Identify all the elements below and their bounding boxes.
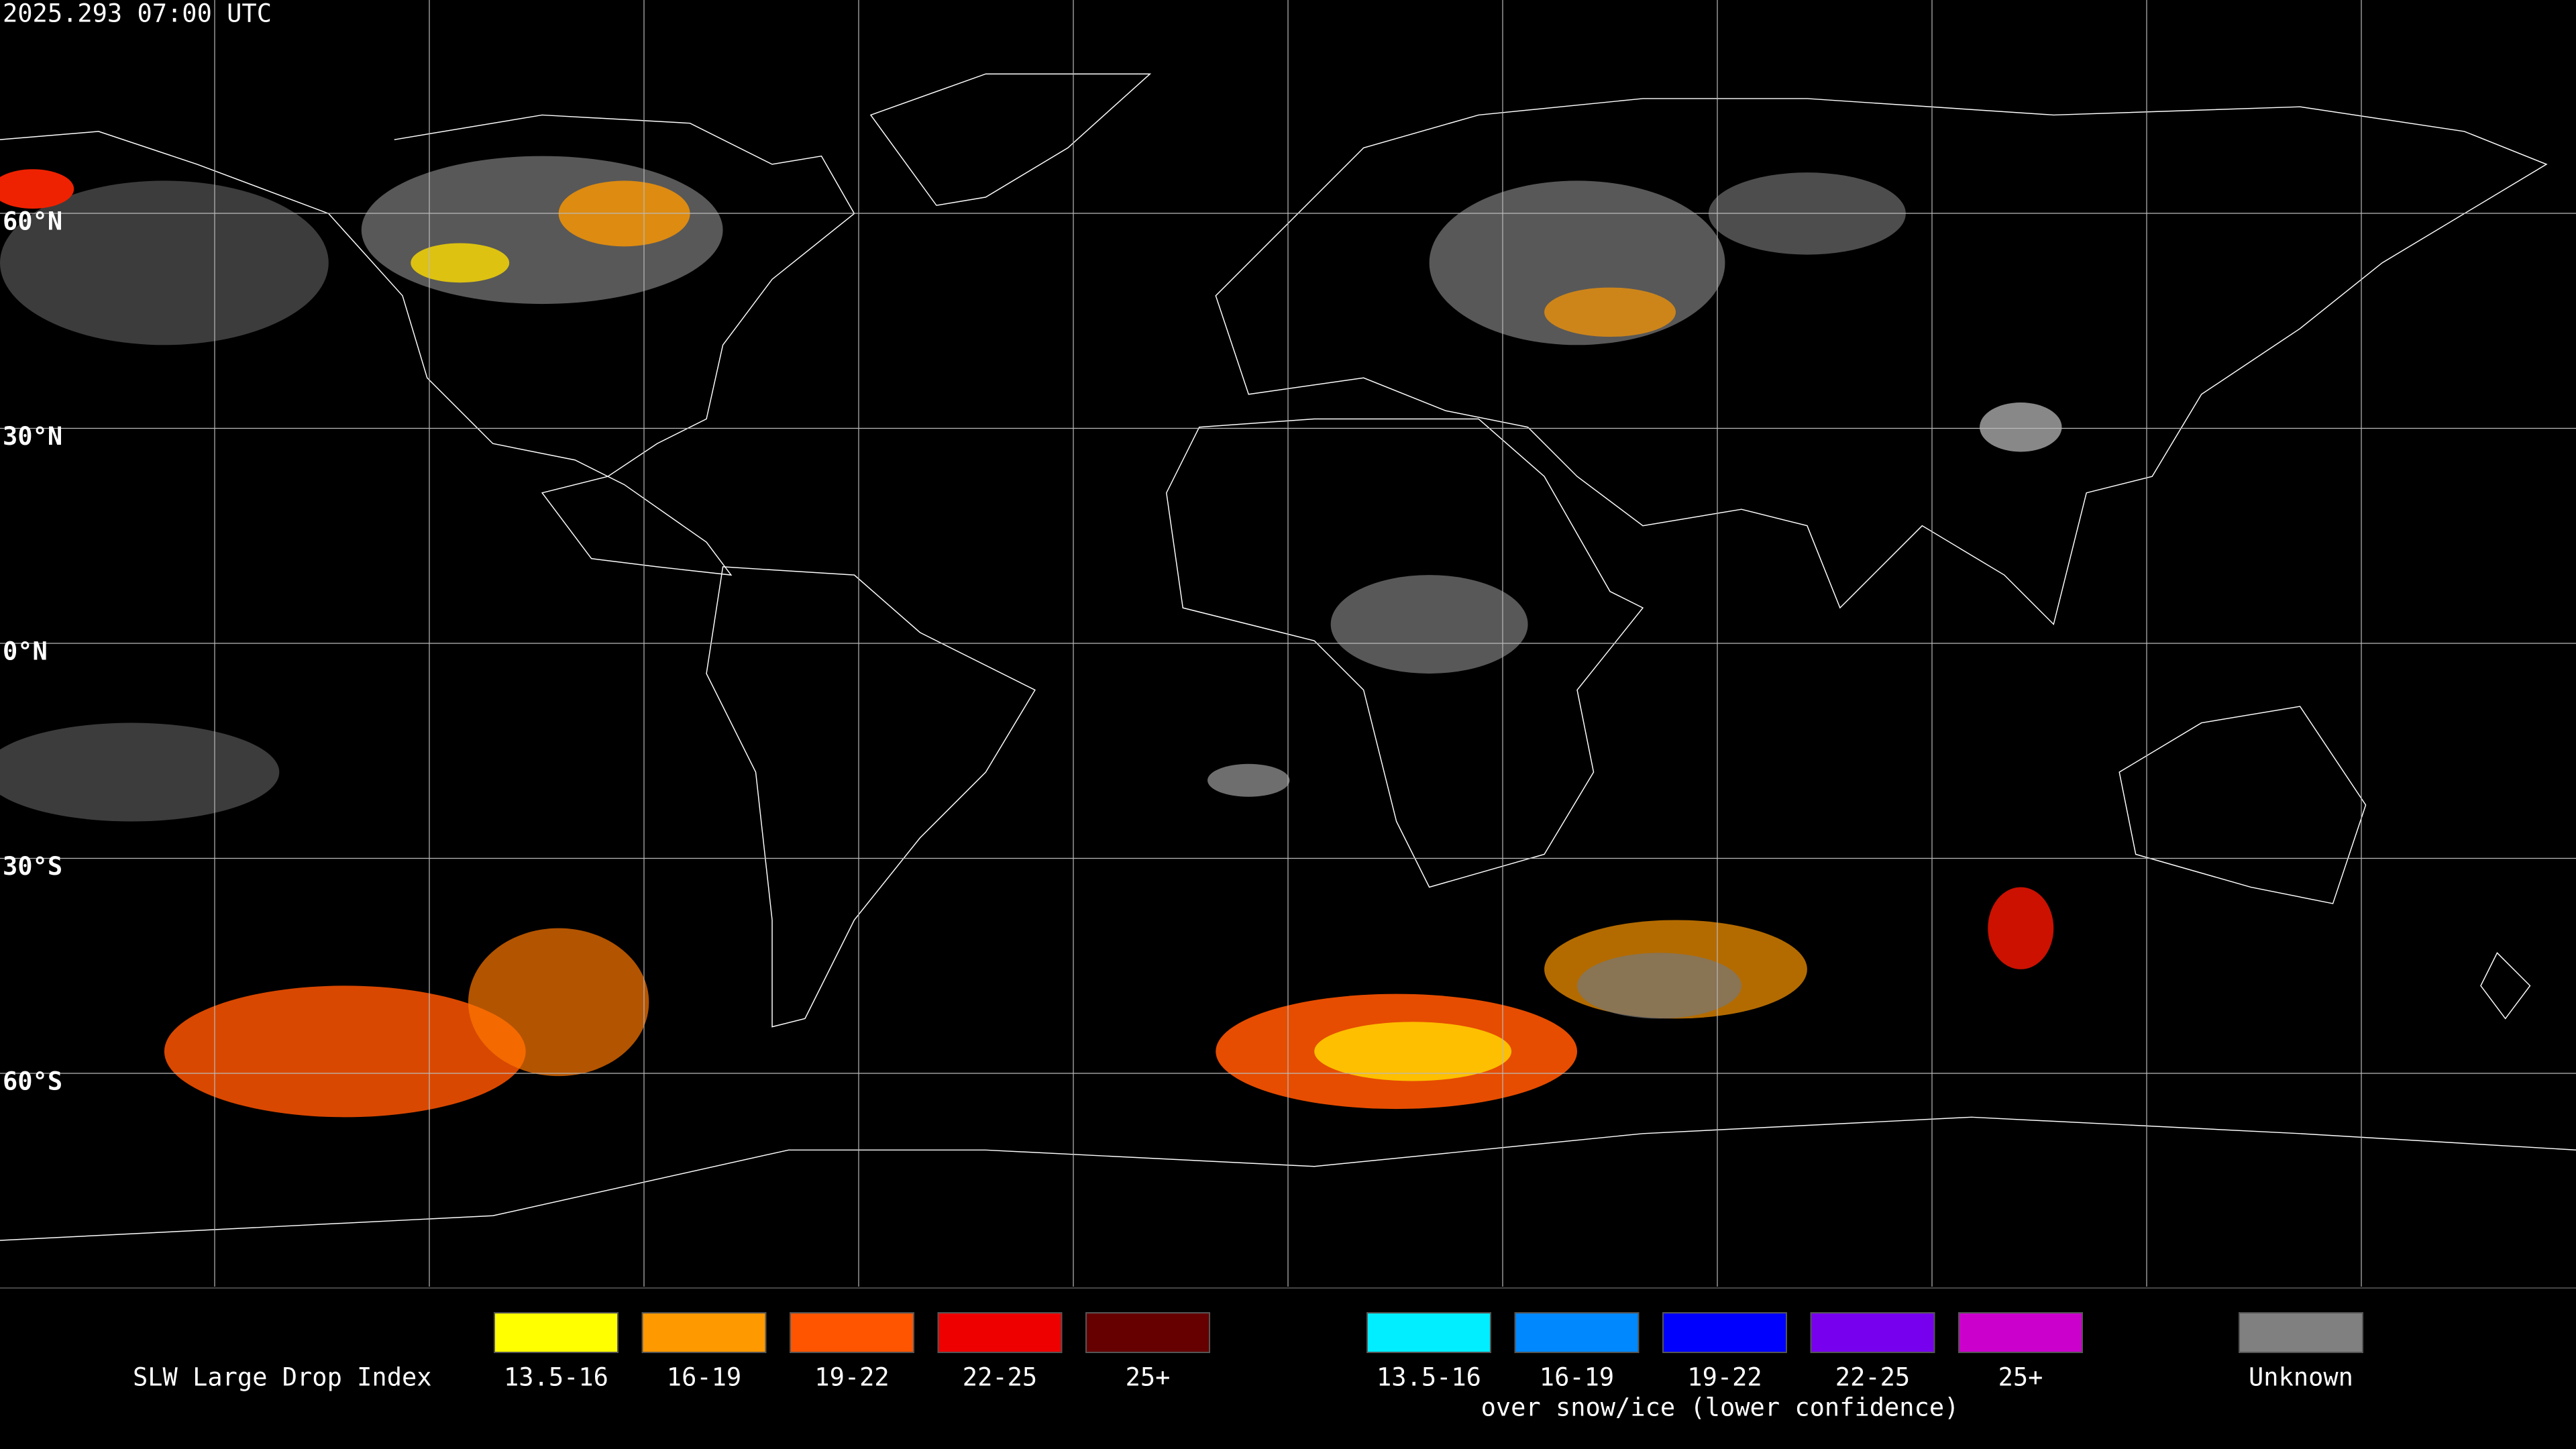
- lat-label: 0°N: [3, 637, 48, 666]
- legend-label: 19-22: [1687, 1363, 1762, 1392]
- legend-label: 19-22: [814, 1363, 889, 1392]
- cloud-patch: [0, 722, 280, 822]
- legend-swatch: [790, 1312, 914, 1353]
- legend-swatch: [937, 1312, 1063, 1353]
- cloud-patch: [411, 243, 510, 283]
- coastline: [2118, 706, 2367, 904]
- legend-swatch: [1810, 1312, 1935, 1353]
- legend-label: 22-25: [1835, 1363, 1910, 1392]
- legend-swatch: [1514, 1312, 1640, 1353]
- legend-label: 22-25: [963, 1363, 1037, 1392]
- cloud-patch: [1314, 1022, 1512, 1081]
- cloud-patch: [1988, 887, 2054, 969]
- legend-label: 25+: [1126, 1363, 1171, 1392]
- legend-swatch: [494, 1312, 619, 1353]
- coastline: [1166, 418, 1644, 888]
- cloud-patch: [1330, 575, 1528, 674]
- legend-label: 16-19: [667, 1363, 741, 1392]
- legend-note: over snow/ice (lower confidence): [1481, 1393, 1960, 1422]
- coastline: [0, 1116, 2576, 1241]
- legend-swatch: [1085, 1312, 1210, 1353]
- legend-swatch: [2239, 1312, 2363, 1353]
- coastline: [706, 566, 1036, 1028]
- cloud-patch: [468, 928, 649, 1077]
- graticule: 60°N 30°N 0°N 30°S 60°S: [0, 0, 2576, 1287]
- legend-swatch: [1958, 1312, 2083, 1353]
- cloud-patches: [0, 156, 2062, 1118]
- cloud-patch: [164, 985, 526, 1118]
- legend-label: Unknown: [2249, 1363, 2353, 1392]
- legend-title: SLW Large Drop Index: [133, 1363, 432, 1392]
- legend-label: 25+: [1998, 1363, 2043, 1392]
- legend-label: 16-19: [1540, 1363, 1614, 1392]
- cloud-patch: [1577, 953, 1741, 1019]
- legend-swatch: [641, 1312, 767, 1353]
- legend-label: 13.5-16: [504, 1363, 608, 1392]
- cloud-patch: [1208, 763, 1290, 797]
- legend: SLW Large Drop Index over snow/ice (lowe…: [133, 1312, 2363, 1422]
- coastline: [2480, 952, 2531, 1020]
- coastline: [1215, 98, 2548, 626]
- map: [0, 73, 2576, 1241]
- coastline: [0, 114, 855, 576]
- coastline: [869, 73, 1152, 206]
- legend-label: 13.5-16: [1377, 1363, 1481, 1392]
- legend-swatch: [1662, 1312, 1787, 1353]
- cloud-patch: [1544, 287, 1676, 337]
- cloud-patch: [0, 180, 329, 345]
- lat-label: 60°S: [3, 1067, 62, 1096]
- timestamp: 2025.293 07:00 UTC: [3, 0, 272, 28]
- cloud-patch: [1980, 402, 2062, 452]
- cloud-patch: [0, 169, 74, 209]
- legend-swatch: [1366, 1312, 1491, 1353]
- lat-label: 60°N: [3, 207, 62, 236]
- lat-label: 30°S: [3, 852, 62, 881]
- lat-label: 30°N: [3, 422, 62, 451]
